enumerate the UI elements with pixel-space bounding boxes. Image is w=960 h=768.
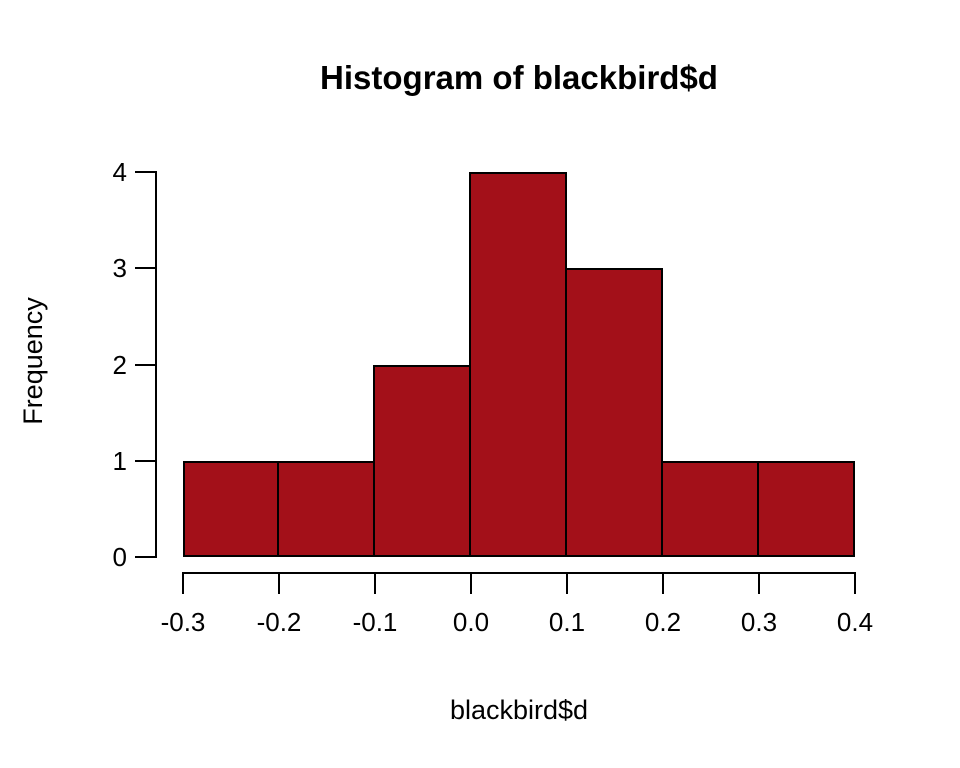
- y-tick-label: 3: [112, 253, 127, 284]
- x-tick-label: -0.2: [256, 607, 302, 637]
- x-tick: [758, 574, 760, 594]
- x-tick: [662, 574, 664, 594]
- y-tick: [135, 459, 155, 462]
- histogram-bar: [277, 460, 375, 557]
- y-tick-label: 0: [112, 542, 127, 572]
- x-tick: [566, 574, 568, 594]
- y-tick-label: 1: [112, 445, 127, 476]
- x-tick-label: 0.2: [644, 607, 682, 637]
- y-tick: [135, 171, 155, 173]
- x-tick: [854, 574, 856, 594]
- x-tick-label: -0.1: [352, 607, 398, 637]
- x-tick-label: 0.4: [836, 607, 874, 637]
- x-tick: [278, 574, 280, 594]
- x-tick: [374, 574, 376, 594]
- x-tick-label: 0.1: [548, 607, 586, 637]
- x-tick-label: -0.3: [160, 607, 206, 637]
- y-tick: [135, 556, 155, 558]
- histogram-bar: [757, 460, 855, 557]
- histogram-bar: [183, 460, 279, 557]
- histogram-bar: [661, 460, 759, 557]
- y-tick-label: 4: [112, 157, 127, 187]
- histogram-bar: [469, 172, 567, 557]
- y-tick: [135, 267, 155, 270]
- histogram-bar: [373, 364, 471, 557]
- y-tick-label: 2: [112, 349, 127, 380]
- histogram-bar: [565, 268, 663, 557]
- y-axis-line: [155, 171, 157, 558]
- x-tick-label: 0.3: [740, 607, 778, 637]
- x-tick: [182, 574, 184, 594]
- x-axis-line: [182, 572, 856, 574]
- chart-title: Histogram of blackbird$d: [320, 59, 718, 96]
- x-tick-label: 0.0: [452, 607, 490, 637]
- y-tick: [135, 363, 155, 366]
- x-axis-title: blackbird$d: [449, 695, 589, 725]
- x-tick: [470, 574, 472, 594]
